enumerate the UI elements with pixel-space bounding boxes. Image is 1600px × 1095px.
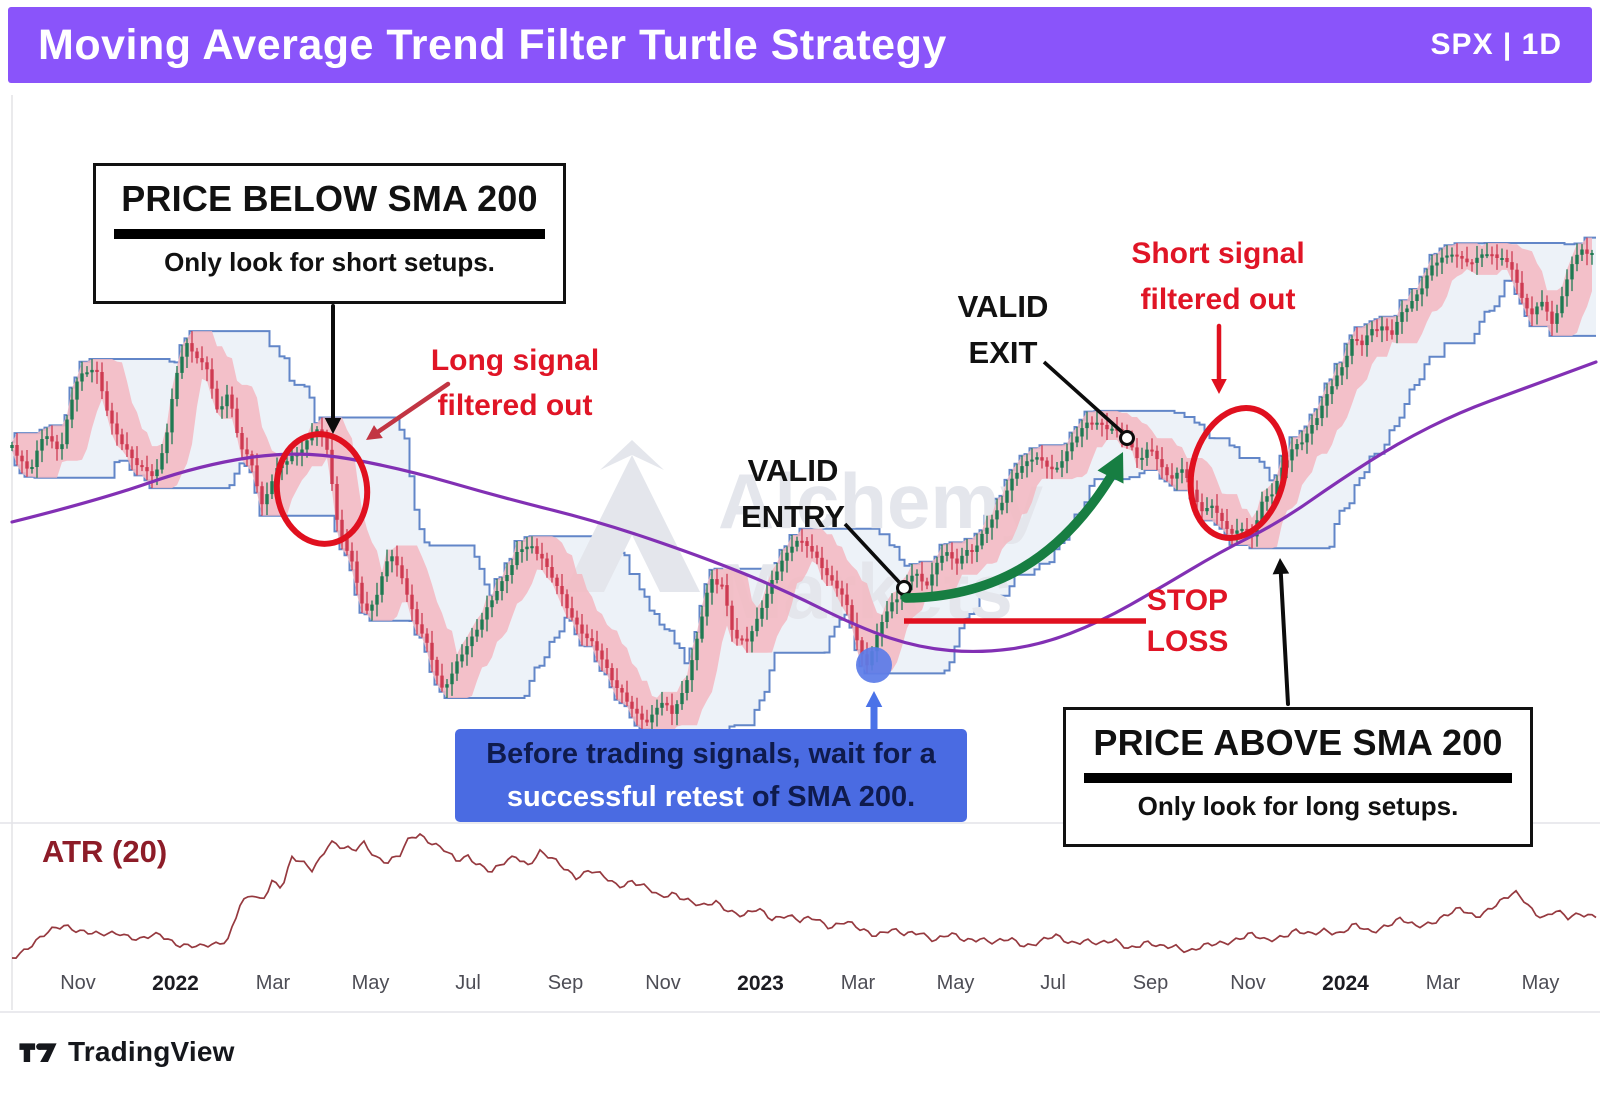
price-below-subtitle: Only look for short setups. (164, 247, 495, 277)
axis-label-mar: Mar (255, 972, 291, 994)
short-signal-label: Short signal filtered out (1131, 237, 1305, 316)
divider (1084, 773, 1512, 783)
price-below-title: PRICE BELOW SMA 200 (121, 178, 538, 219)
valid-exit-label: VALID EXIT (957, 289, 1049, 370)
price-above-callout: PRICE ABOVE SMA 200 Only look for long s… (1063, 707, 1533, 847)
retest-note: Before trading signals, wait for a succe… (455, 729, 967, 822)
axis-label-2022: 2022 (152, 972, 199, 995)
axis-label-mar: Mar (840, 972, 876, 994)
price-below-callout: PRICE BELOW SMA 200 Only look for short … (93, 163, 566, 304)
tradingview-logo-icon (19, 1043, 57, 1062)
divider (114, 229, 545, 239)
atr-indicator-label: ATR (20) (42, 834, 168, 869)
valid-entry-label: VALID ENTRY (741, 453, 845, 534)
retest-note-line2: successful retest of SMA 200. (506, 780, 916, 813)
axis-label-jul: Jul (1040, 972, 1066, 994)
price-above-subtitle: Only look for long setups. (1137, 791, 1459, 821)
axis-label-may: May (351, 972, 390, 994)
axis-label-mar: Mar (1425, 972, 1461, 994)
axis-label-2024: 2024 (1322, 972, 1369, 995)
axis-label-nov: Nov (60, 972, 96, 994)
stop-loss-label: STOP LOSS (1146, 584, 1229, 658)
footer: TradingView (18, 1036, 235, 1068)
price-above-title: PRICE ABOVE SMA 200 (1093, 722, 1503, 763)
annotation-shapes (273, 304, 1290, 733)
header-bar: Moving Average Trend Filter Turtle Strat… (8, 7, 1592, 83)
axis-label-nov: Nov (1230, 972, 1266, 994)
long-signal-label: Long signal filtered out (430, 344, 600, 422)
axis-label-sep: Sep (547, 972, 584, 994)
axis-label-2023: 2023 (737, 972, 784, 995)
axis-label-sep: Sep (1132, 972, 1169, 994)
axis-label-may: May (1521, 972, 1560, 994)
axis-label-may: May (936, 972, 975, 994)
axis-label-jul: Jul (455, 972, 481, 994)
axis-label-nov: Nov (645, 972, 681, 994)
x-axis: Nov 2022 Mar May Jul Sep Nov 2023 Mar May Jul Sep No… (0, 972, 1600, 1006)
page-title: Moving Average Trend Filter Turtle Strat… (38, 20, 947, 69)
retest-note-line1: Before trading signals, wait for a (486, 737, 936, 770)
symbol-timeframe: SPX | 1D (1430, 28, 1562, 61)
tradingview-brand: TradingView (68, 1036, 235, 1067)
